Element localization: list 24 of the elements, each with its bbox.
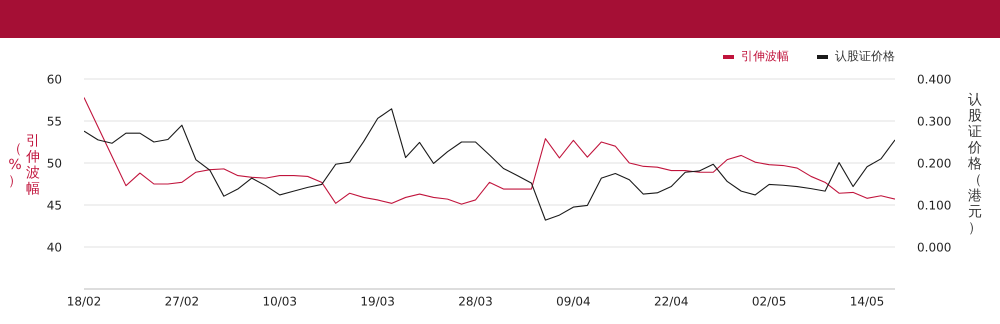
x-tick-label: 14/05 [850, 294, 884, 309]
y-tick-label: 60 [46, 72, 62, 86]
y2-tick-label: 0.100 [917, 198, 952, 212]
y2-tick-label: 0.400 [917, 72, 952, 86]
y2-tick-label: 0.300 [917, 114, 952, 128]
x-tick-label: 22/04 [654, 294, 689, 309]
legend-label: 引伸波幅 [741, 48, 789, 65]
x-tick-label: 19/03 [360, 294, 395, 309]
x-tick-label: 28/03 [458, 294, 493, 309]
y2-tick-label: 0.000 [917, 240, 952, 254]
legend-label: 认股证价格 [835, 48, 895, 65]
x-tick-label: 10/03 [262, 294, 298, 309]
y-tick-label: 45 [46, 198, 62, 212]
x-tick-label: 02/05 [752, 294, 786, 309]
y2-tick-label: 0.200 [917, 156, 952, 170]
line-series [84, 108, 895, 221]
line-series [84, 96, 895, 205]
text: 认股证价格（港元） [968, 92, 982, 236]
y-tick-label: 40 [46, 240, 62, 254]
y-tick-label: 55 [46, 114, 62, 128]
x-tick-label: 09/04 [556, 294, 591, 309]
y-tick-label: 50 [46, 156, 62, 170]
x-tick-label: 27/02 [164, 294, 200, 309]
x-tick-label: 18/02 [66, 294, 102, 309]
